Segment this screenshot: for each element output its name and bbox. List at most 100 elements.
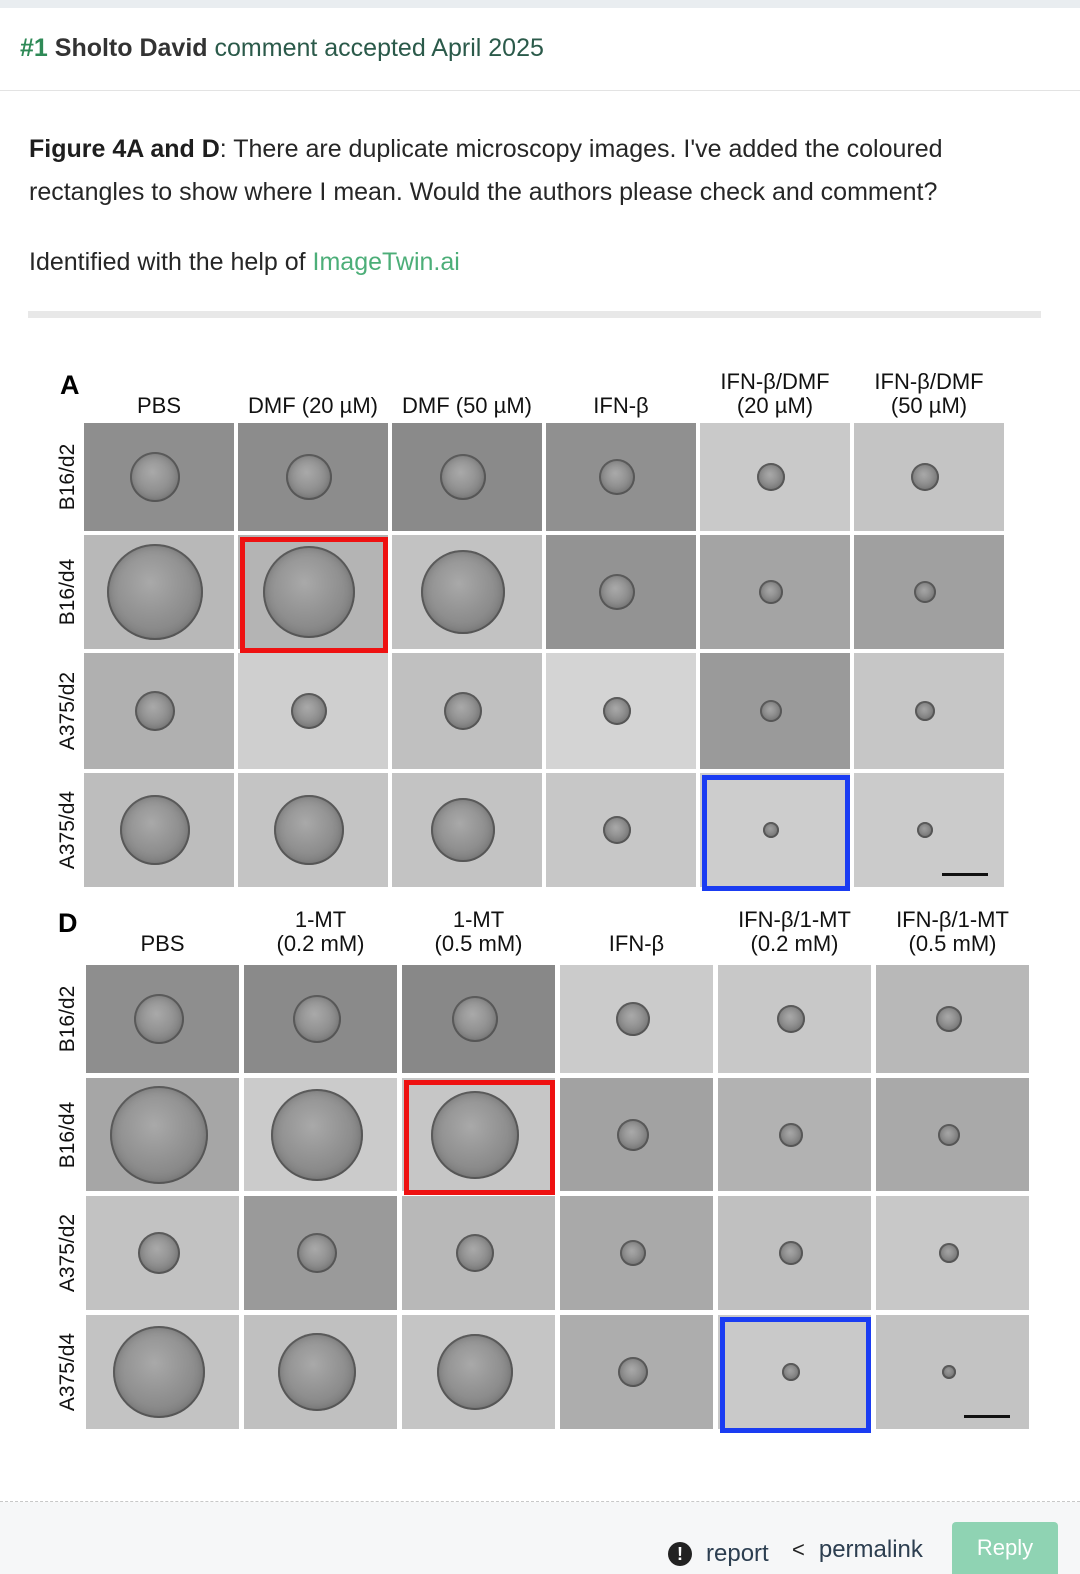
micrograph-cell <box>546 423 696 531</box>
micrograph-cell <box>876 1078 1029 1191</box>
comment-header: #1 Sholto David comment accepted April 2… <box>0 8 1080 91</box>
tumor-spheroid <box>615 1002 650 1036</box>
tumor-spheroid <box>617 1357 648 1387</box>
tumor-spheroid <box>935 1006 962 1032</box>
tumor-spheroid <box>135 691 175 731</box>
row-label: A375/d4 <box>56 1332 79 1412</box>
column-label: IFN-β/1-MT (0.2 mM) <box>738 907 851 956</box>
report-exclamation-icon: ! <box>668 1542 692 1566</box>
tumor-spheroid <box>109 1085 208 1184</box>
micrograph-cell <box>546 535 696 649</box>
tumor-spheroid <box>757 463 785 491</box>
comment-author[interactable]: Sholto David <box>54 34 208 62</box>
column-label: IFN-β/1-MT (0.5 mM) <box>896 907 1009 956</box>
tumor-spheroid <box>917 822 933 838</box>
tumor-spheroid <box>941 1365 956 1379</box>
tumor-spheroid <box>120 795 190 865</box>
comment-paragraph: Figure 4A and D: There are duplicate mic… <box>29 128 1029 214</box>
micrograph-cell <box>876 965 1029 1073</box>
micrograph-cell <box>718 965 871 1073</box>
tumor-spheroid <box>112 1326 205 1418</box>
micrograph-cell <box>392 535 542 649</box>
micrograph-cell <box>546 653 696 769</box>
tumor-spheroid <box>603 697 631 725</box>
micrograph-cell <box>700 773 850 887</box>
column-label: PBS <box>136 393 182 418</box>
micrograph-cell <box>84 773 234 887</box>
tumor-spheroid <box>130 452 180 502</box>
panel-letter-a: A <box>60 370 80 400</box>
report-action[interactable]: ! report <box>668 1540 769 1568</box>
micrograph-cell <box>718 1315 871 1429</box>
tumor-spheroid <box>599 459 635 495</box>
micrograph-cell <box>560 965 713 1073</box>
micrograph-cell <box>854 653 1004 769</box>
micrograph-cell <box>244 1196 397 1310</box>
micrograph-cell <box>876 1315 1029 1429</box>
micrograph-cell <box>402 1078 555 1191</box>
tumor-spheroid <box>603 816 631 844</box>
comment-number[interactable]: #1 <box>20 34 48 62</box>
column-label: 1-MT (0.5 mM) <box>434 907 523 956</box>
tumor-spheroid <box>274 795 344 865</box>
row-label: A375/d2 <box>56 671 79 751</box>
micrograph-cell <box>86 1196 239 1310</box>
tumor-spheroid <box>776 1005 805 1033</box>
comment-body: Figure 4A and D: There are duplicate mic… <box>29 128 1029 284</box>
comment-figure-image: A PBS DMF (20 µM) DMF (50 µM) IFN-β IFN-β/DMF… <box>0 330 1080 1440</box>
tumor-spheroid <box>938 1243 959 1263</box>
micrograph-cell <box>84 653 234 769</box>
imagetwin-link[interactable]: ImageTwin.ai <box>312 248 460 276</box>
micrograph-cell <box>402 1315 555 1429</box>
row-label: B16/d4 <box>56 1101 79 1168</box>
micrograph-cell <box>84 535 234 649</box>
permalink-label[interactable]: permalink <box>818 1536 923 1563</box>
micrograph-cell <box>238 773 388 887</box>
tumor-spheroid <box>778 1241 803 1265</box>
tumor-spheroid <box>937 1123 960 1146</box>
micrograph-cell <box>560 1196 713 1310</box>
footer-divider <box>0 1501 1080 1502</box>
tumor-spheroid <box>436 1334 513 1410</box>
permalink-action[interactable]: < permalink <box>792 1536 923 1564</box>
micrograph-cell <box>402 1196 555 1310</box>
tumor-spheroid <box>296 1233 337 1273</box>
tumor-spheroid <box>759 580 783 604</box>
top-divider <box>0 0 1080 8</box>
micrograph-cell <box>238 535 388 649</box>
micrograph-cell <box>700 653 850 769</box>
micrograph-cell <box>238 423 388 531</box>
tumor-spheroid <box>440 454 486 500</box>
tumor-spheroid <box>599 574 635 610</box>
column-label: IFN-β/DMF (20 µM) <box>720 369 830 418</box>
comment-footer <box>0 1502 1080 1574</box>
tumor-spheroid <box>137 1232 180 1274</box>
figure-reference: Figure 4A and D <box>29 135 220 163</box>
tumor-spheroid <box>455 1234 494 1272</box>
reply-button[interactable]: Reply <box>952 1522 1058 1574</box>
tumor-spheroid <box>133 994 184 1044</box>
micrograph-cell <box>392 423 542 531</box>
tumor-spheroid <box>616 1118 649 1151</box>
tumor-spheroid <box>911 463 939 491</box>
micrograph-cell <box>718 1078 871 1191</box>
micrograph-cell <box>560 1315 713 1429</box>
tumor-spheroid <box>915 701 935 721</box>
tumor-spheroid <box>421 550 505 634</box>
column-label: IFN-β <box>593 393 649 418</box>
column-label: 1-MT (0.2 mM) <box>276 907 365 956</box>
row-label: B16/d2 <box>56 443 79 511</box>
micrograph-cell <box>86 1315 239 1429</box>
column-label: DMF (20 µM) <box>247 393 378 418</box>
micrograph-cell <box>86 1078 239 1191</box>
micrograph-cell <box>392 773 542 887</box>
scale-bar <box>942 873 988 876</box>
column-label: PBS <box>140 931 185 956</box>
tumor-spheroid <box>277 1333 356 1411</box>
tumor-spheroid <box>778 1122 803 1147</box>
micrograph-cell <box>700 535 850 649</box>
column-label: IFN-β/DMF (50 µM) <box>874 369 984 418</box>
report-label[interactable]: report <box>706 1540 769 1567</box>
tumor-spheroid <box>291 693 327 729</box>
tumor-spheroid <box>781 1363 800 1381</box>
